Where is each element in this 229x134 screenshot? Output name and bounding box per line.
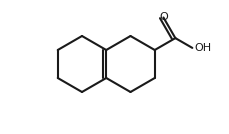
Text: OH: OH [194, 43, 211, 53]
Text: O: O [158, 12, 167, 23]
